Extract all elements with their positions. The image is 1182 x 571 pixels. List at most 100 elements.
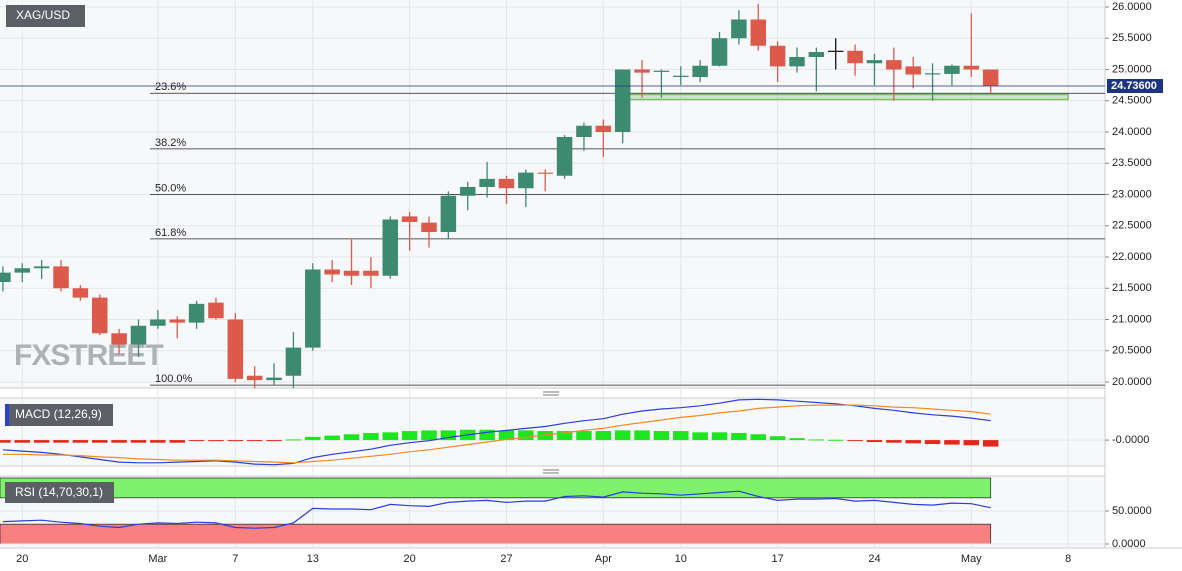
x-tick-label: 13 (307, 553, 319, 565)
histogram-bar (246, 440, 263, 442)
histogram-bar (827, 439, 844, 441)
candle-body (731, 19, 747, 39)
resize-grip[interactable] (543, 469, 559, 474)
candle-body (440, 195, 457, 232)
candle-body (33, 266, 50, 269)
last-price-box (1107, 79, 1163, 93)
histogram-bar (789, 438, 805, 441)
histogram-bar (401, 431, 418, 441)
histogram-bar (982, 440, 999, 447)
resize-grip[interactable] (543, 391, 559, 396)
candle-body (653, 70, 670, 72)
histogram-bar (750, 434, 766, 441)
fib-label: 61.8% (155, 227, 186, 239)
y-tick-label: 24.5000 (1112, 95, 1152, 107)
histogram-bar (634, 430, 650, 441)
candle-body (0, 272, 11, 282)
candle-body (227, 319, 244, 379)
candle-body (14, 268, 31, 273)
histogram-bar (0, 440, 11, 443)
candle-body (246, 375, 263, 381)
candle-body (324, 269, 340, 275)
histogram-bar (208, 440, 224, 442)
rsi-band (0, 523, 992, 545)
candle-body (208, 302, 224, 319)
histogram-bar (53, 440, 69, 443)
candle-body (363, 270, 379, 276)
histogram-bar (498, 430, 515, 441)
candle-body (634, 69, 650, 73)
candle-body (188, 303, 205, 323)
y-tick-label: 50.0000 (1112, 505, 1152, 517)
candle-body (556, 137, 573, 176)
indicator-line (2, 398, 991, 466)
candle-body (479, 178, 495, 187)
histogram-bar (595, 431, 612, 441)
histogram-bar (537, 431, 553, 441)
candle-body (886, 60, 902, 70)
y-tick-label: 23.0000 (1112, 188, 1152, 200)
candle-body (382, 219, 399, 276)
x-tick-label: 20 (404, 553, 416, 565)
indicator-label: RSI (14,70,30,1) (15, 485, 103, 499)
candle-body (518, 172, 534, 189)
legend-box[interactable] (5, 404, 113, 426)
histogram-bar (33, 440, 50, 443)
y-tick-label: 20.0000 (1112, 376, 1152, 388)
y-tick-label: 21.0000 (1112, 313, 1152, 325)
histogram-bar (285, 439, 302, 441)
y-tick-label: -0.0000 (1112, 434, 1149, 446)
candle-body (789, 57, 805, 67)
fib-label: 38.2% (155, 137, 186, 149)
histogram-bar (731, 432, 747, 441)
legend-accent (5, 404, 9, 426)
candle-body (130, 325, 147, 345)
candle-body (808, 52, 825, 57)
histogram-bar (363, 432, 379, 441)
fib-label: 23.6% (155, 81, 186, 93)
candle-body (595, 125, 612, 132)
histogram-bar (72, 440, 89, 443)
symbol-label: XAG/USD (16, 8, 70, 22)
histogram-bar (324, 435, 340, 441)
x-tick-label: 24 (868, 553, 880, 565)
histogram-bar (188, 440, 205, 442)
fib-label: 50.0% (155, 182, 186, 194)
y-tick-label: 26.0000 (1112, 1, 1152, 13)
histogram-bar (924, 440, 941, 444)
legend-box[interactable] (6, 5, 85, 27)
histogram-bar (382, 432, 399, 441)
indicator-label: MACD (12,26,9) (15, 407, 102, 421)
histogram-bar (847, 440, 863, 442)
candle-body (614, 69, 631, 132)
candle-body (750, 19, 766, 46)
y-tick-label: 21.5000 (1112, 282, 1152, 294)
candle-body (266, 377, 282, 381)
indicator-line (2, 490, 991, 529)
candle-body (91, 297, 108, 334)
candle-body (285, 347, 302, 376)
histogram-bar (14, 440, 31, 443)
histogram-bar (479, 429, 495, 441)
candle-body (111, 333, 127, 345)
x-tick-label: 8 (1065, 553, 1071, 565)
rsi-band (0, 477, 992, 499)
histogram-bar (808, 439, 825, 441)
histogram-bar (769, 436, 786, 441)
y-tick-label: 23.5000 (1112, 157, 1152, 169)
x-tick-label: 17 (771, 553, 783, 565)
legend-box[interactable] (5, 482, 114, 503)
histogram-bar (91, 440, 108, 443)
histogram-bar (440, 430, 457, 441)
histogram-bar (653, 431, 670, 441)
candle-body (944, 65, 960, 74)
candle-body (924, 73, 941, 75)
candle-body (905, 66, 921, 75)
candle-body (866, 60, 883, 64)
y-tick-label: 0.0000 (1112, 538, 1146, 550)
histogram-bar (169, 440, 185, 443)
candle-body (498, 178, 515, 189)
histogram-bar (576, 431, 592, 441)
